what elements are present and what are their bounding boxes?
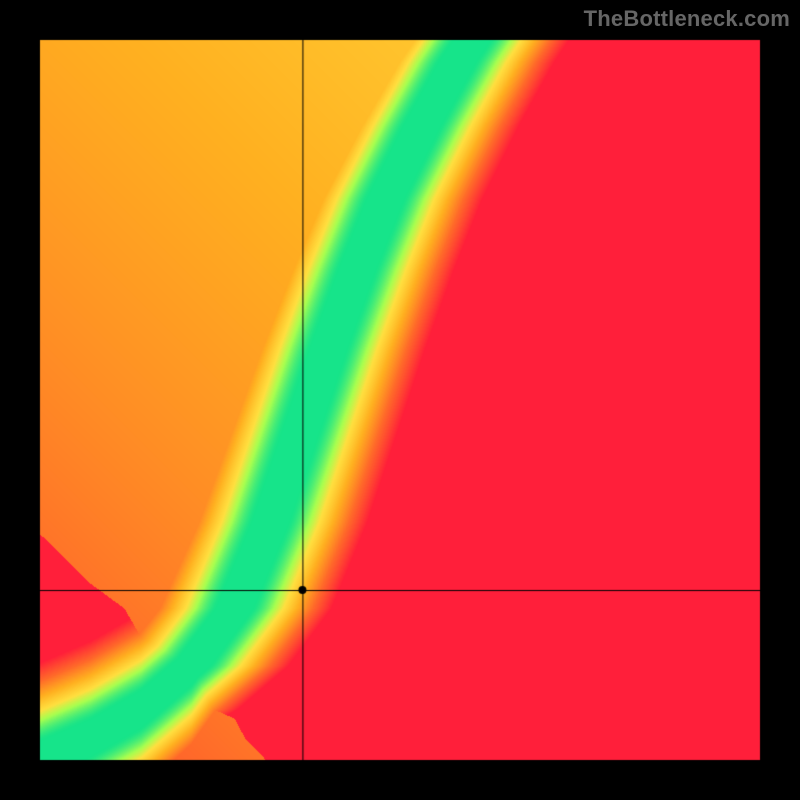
heatmap-canvas	[0, 0, 800, 800]
chart-container: TheBottleneck.com	[0, 0, 800, 800]
